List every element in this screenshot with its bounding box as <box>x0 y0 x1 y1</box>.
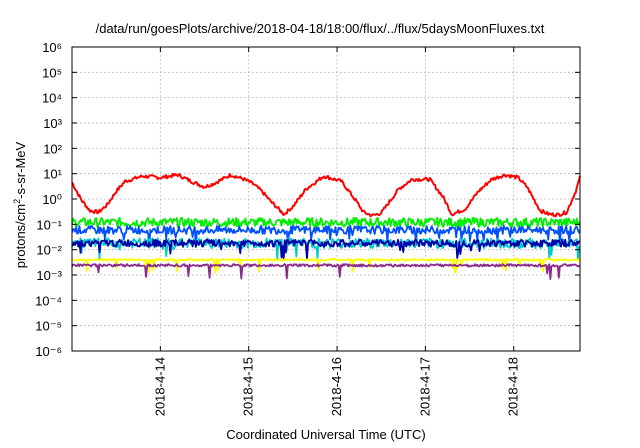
y-tick-label: 10⁻⁴ <box>35 293 62 308</box>
y-tick-labels: 10⁻⁶ 10⁻⁵ 10⁻⁴ 10⁻³ 10⁻² 10⁻¹ 10⁰ 10¹ 10² 10³ 10⁴ 1… <box>35 40 63 359</box>
series-line-1 <box>71 172 581 218</box>
x-tick-label: 2018-4-18 <box>506 357 521 416</box>
y-tick-label: 10⁻³ <box>36 268 62 283</box>
series-line-3 <box>71 224 581 249</box>
y-tick-label: 10⁻⁶ <box>35 344 62 359</box>
y-tick-label: 10⁵ <box>42 65 62 80</box>
series-line-5 <box>71 238 581 261</box>
y-tick-label: 10⁻² <box>36 243 62 258</box>
x-axis-label: Coordinated Universal Time (UTC) <box>226 427 426 442</box>
x-tick-label: 2018-4-17 <box>417 357 432 416</box>
x-tick-label: 2018-4-15 <box>241 357 256 416</box>
series-lines <box>71 172 581 280</box>
y-tick-label: 10³ <box>43 116 62 131</box>
y-tick-label: 10⁴ <box>42 91 62 106</box>
y-tick-label: 10¹ <box>43 167 62 182</box>
series-line-7 <box>71 263 581 280</box>
y-axis-label: protons/cm2-s-sr-MeV <box>11 141 29 269</box>
x-tick-label: 2018-4-16 <box>329 357 344 416</box>
grid-lines <box>72 47 580 351</box>
series-line-6 <box>71 257 581 274</box>
y-tick-label: 10⁶ <box>42 40 62 55</box>
x-tick-label: 2018-4-14 <box>152 357 167 416</box>
y-tick-label: 10² <box>43 141 62 156</box>
chart-title: /data/run/goesPlots/archive/2018-04-18/1… <box>95 21 545 36</box>
y-tick-label: 10⁻⁵ <box>35 319 62 334</box>
series-line-2 <box>71 216 581 228</box>
y-tick-label: 10⁰ <box>42 192 62 207</box>
x-tick-labels: 2018-4-14 2018-4-15 2018-4-16 2018-4-17 2018… <box>152 357 520 416</box>
series-line-4 <box>71 237 581 262</box>
axis-ticks <box>72 46 580 352</box>
y-tick-label: 10⁻¹ <box>36 217 62 232</box>
